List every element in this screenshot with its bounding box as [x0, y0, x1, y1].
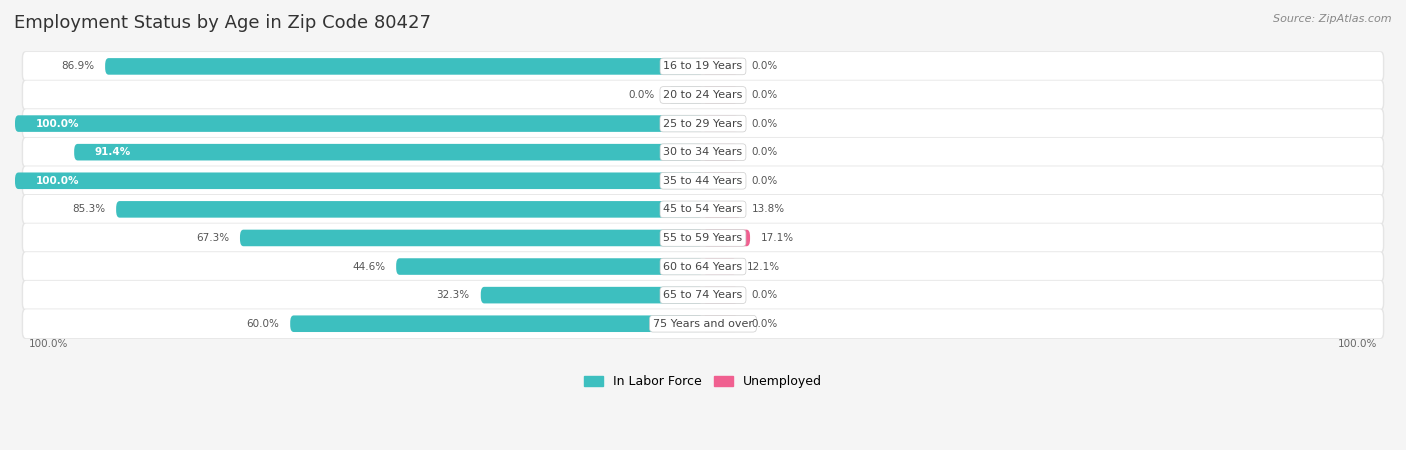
FancyBboxPatch shape [75, 144, 703, 161]
FancyBboxPatch shape [703, 172, 737, 189]
Text: 12.1%: 12.1% [748, 261, 780, 271]
FancyBboxPatch shape [290, 315, 703, 332]
FancyBboxPatch shape [22, 109, 1384, 138]
FancyBboxPatch shape [21, 108, 1385, 139]
FancyBboxPatch shape [22, 52, 1384, 81]
Text: 0.0%: 0.0% [751, 319, 778, 328]
Text: 60.0%: 60.0% [246, 319, 280, 328]
Text: 0.0%: 0.0% [751, 176, 778, 186]
FancyBboxPatch shape [22, 138, 1384, 166]
Text: 13.8%: 13.8% [752, 204, 785, 214]
Text: 60 to 64 Years: 60 to 64 Years [664, 261, 742, 271]
FancyBboxPatch shape [21, 80, 1385, 110]
FancyBboxPatch shape [22, 309, 1384, 338]
Text: 0.0%: 0.0% [751, 119, 778, 129]
FancyBboxPatch shape [22, 224, 1384, 252]
FancyBboxPatch shape [703, 201, 741, 218]
FancyBboxPatch shape [703, 230, 749, 246]
FancyBboxPatch shape [21, 51, 1385, 81]
Text: 44.6%: 44.6% [352, 261, 385, 271]
FancyBboxPatch shape [22, 252, 1384, 281]
Text: Employment Status by Age in Zip Code 80427: Employment Status by Age in Zip Code 804… [14, 14, 432, 32]
FancyBboxPatch shape [22, 166, 1384, 195]
FancyBboxPatch shape [105, 58, 703, 75]
Text: 30 to 34 Years: 30 to 34 Years [664, 147, 742, 157]
FancyBboxPatch shape [703, 87, 737, 104]
FancyBboxPatch shape [15, 172, 703, 189]
FancyBboxPatch shape [21, 194, 1385, 225]
FancyBboxPatch shape [21, 280, 1385, 310]
Text: Source: ZipAtlas.com: Source: ZipAtlas.com [1274, 14, 1392, 23]
FancyBboxPatch shape [117, 201, 703, 218]
FancyBboxPatch shape [703, 144, 737, 161]
Text: 100.0%: 100.0% [35, 176, 79, 186]
Text: 100.0%: 100.0% [1339, 339, 1378, 349]
Text: 86.9%: 86.9% [60, 61, 94, 72]
FancyBboxPatch shape [21, 223, 1385, 253]
FancyBboxPatch shape [703, 58, 737, 75]
Text: 17.1%: 17.1% [761, 233, 794, 243]
Text: 55 to 59 Years: 55 to 59 Years [664, 233, 742, 243]
FancyBboxPatch shape [703, 315, 737, 332]
Text: 25 to 29 Years: 25 to 29 Years [664, 119, 742, 129]
FancyBboxPatch shape [21, 252, 1385, 282]
FancyBboxPatch shape [15, 115, 703, 132]
FancyBboxPatch shape [481, 287, 703, 303]
Text: 85.3%: 85.3% [72, 204, 105, 214]
Text: 20 to 24 Years: 20 to 24 Years [664, 90, 742, 100]
Legend: In Labor Force, Unemployed: In Labor Force, Unemployed [578, 369, 828, 395]
Text: 0.0%: 0.0% [628, 90, 655, 100]
FancyBboxPatch shape [703, 258, 737, 275]
FancyBboxPatch shape [396, 258, 703, 275]
Text: 35 to 44 Years: 35 to 44 Years [664, 176, 742, 186]
Text: 16 to 19 Years: 16 to 19 Years [664, 61, 742, 72]
Text: 67.3%: 67.3% [195, 233, 229, 243]
FancyBboxPatch shape [240, 230, 703, 246]
Text: 0.0%: 0.0% [751, 290, 778, 300]
Text: 0.0%: 0.0% [751, 61, 778, 72]
FancyBboxPatch shape [21, 309, 1385, 339]
FancyBboxPatch shape [22, 281, 1384, 310]
FancyBboxPatch shape [21, 166, 1385, 196]
FancyBboxPatch shape [703, 287, 737, 303]
FancyBboxPatch shape [22, 81, 1384, 109]
FancyBboxPatch shape [21, 137, 1385, 167]
Text: 75 Years and over: 75 Years and over [652, 319, 754, 328]
Text: 65 to 74 Years: 65 to 74 Years [664, 290, 742, 300]
Text: 0.0%: 0.0% [751, 147, 778, 157]
Text: 100.0%: 100.0% [35, 119, 79, 129]
Text: 100.0%: 100.0% [28, 339, 67, 349]
Text: 91.4%: 91.4% [94, 147, 131, 157]
Text: 45 to 54 Years: 45 to 54 Years [664, 204, 742, 214]
Text: 32.3%: 32.3% [437, 290, 470, 300]
Text: 0.0%: 0.0% [751, 90, 778, 100]
FancyBboxPatch shape [22, 195, 1384, 224]
FancyBboxPatch shape [703, 115, 737, 132]
FancyBboxPatch shape [669, 87, 703, 104]
